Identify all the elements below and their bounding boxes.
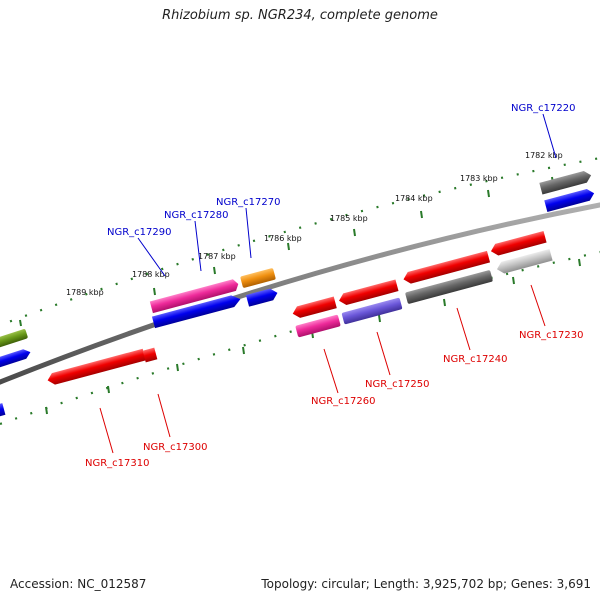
outer-scale-ticks [19,176,554,327]
gene-label-ngr-c17260: NGR_c17260 [311,396,376,407]
gene-ngr-c17300-arrow [142,347,158,363]
gene-red-small-reverse [292,296,337,318]
gene-ngr-c17280-arrow [151,295,241,329]
gene-red-long-reverse [403,250,491,284]
gene-label-ngr-c17270: NGR_c17270 [216,197,281,208]
gene-label-ngr-c17310: NGR_c17310 [85,458,150,469]
gene-label-ngr-c17280: NGR_c17280 [164,210,229,221]
genome-backbone [0,202,600,385]
kbp-label: 1783 kbp [460,174,498,183]
map-title: Rhizobium sp. NGR234, complete genome [162,8,438,23]
gene-red-mid-reverse [339,279,399,306]
forward-gene-labels: NGR_c17290 NGR_c17280 NGR_c17270 NGR_c17… [107,103,576,238]
gene-ngr-c17310-arrow [47,348,146,385]
gene-ngr-c17220-arrow [539,171,592,195]
kbp-labels: 1789 kbp 1788 kbp 1787 kbp 1786 kbp 1785… [66,151,563,297]
gene-blue-small-forward [245,288,278,307]
kbp-label: 1788 kbp [132,270,170,279]
gene-red-right-reverse [490,230,547,256]
gene-label-ngr-c17300: NGR_c17300 [143,442,208,453]
gene-label-ngr-c17250: NGR_c17250 [365,379,430,390]
gene-ngr-c17290-arrow [149,279,239,314]
gene-olive-forward [0,329,28,349]
forward-leader-lines [137,113,557,277]
kbp-label: 1787 kbp [198,252,236,261]
gene-ngr-c17240-arrow [405,270,493,304]
kbp-label: 1786 kbp [264,234,302,243]
gene-blue-forward [0,349,31,369]
gene-ngr-c17230-arrow [496,248,553,274]
reverse-genes [0,230,553,418]
kbp-label: 1782 kbp [525,151,563,160]
gene-ngr-c17270-arrow [240,268,276,288]
inner-scale-ticks [45,258,581,415]
gene-label-ngr-c17240: NGR_c17240 [443,354,508,365]
gene-label-ngr-c17290: NGR_c17290 [107,227,172,238]
gene-blue-right-forward [544,189,595,213]
reverse-leader-lines [99,284,546,454]
accession-label: Accession: NC_012587 [10,577,147,591]
forward-genes [0,171,595,369]
genome-summary: Topology: circular; Length: 3,925,702 bp… [261,577,591,591]
gene-label-ngr-c17220: NGR_c17220 [511,103,576,114]
kbp-label: 1785 kbp [330,214,368,223]
gene-ngr-c17250-arrow [341,297,403,325]
gene-ngr-c17260-arrow [295,314,341,338]
kbp-label: 1784 kbp [395,194,433,203]
gene-label-ngr-c17230: NGR_c17230 [519,330,584,341]
reverse-gene-labels: NGR_c17310 NGR_c17300 NGR_c17260 NGR_c17… [85,330,584,469]
gene-blue-left-reverse [0,403,6,418]
kbp-label: 1789 kbp [66,288,104,297]
